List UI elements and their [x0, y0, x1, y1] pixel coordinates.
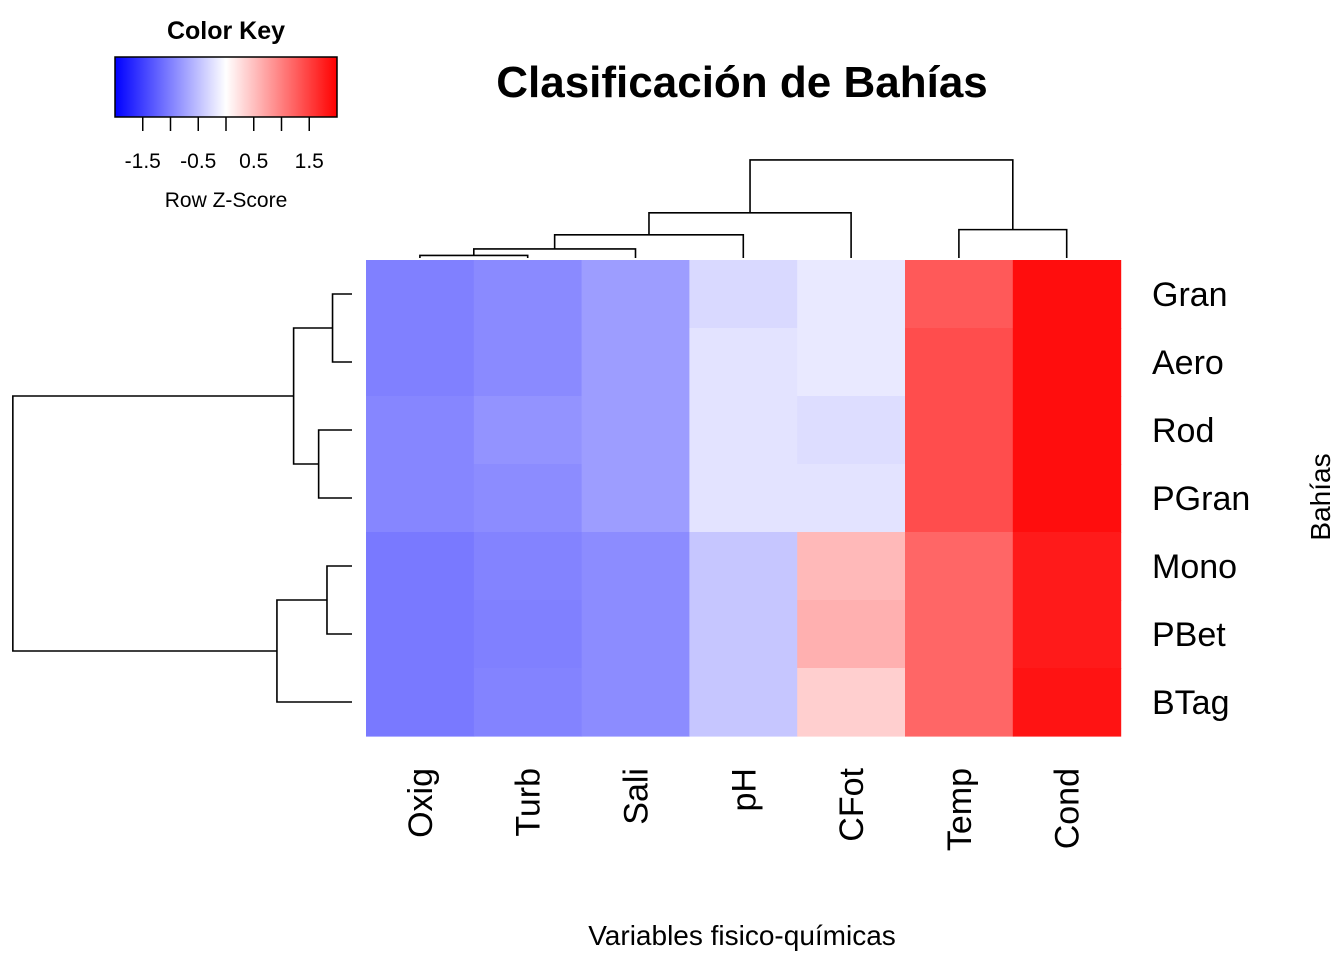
- dendrogram-branch: [317, 429, 352, 499]
- heatmap-cell: [581, 396, 690, 465]
- column-label: Oxig: [402, 768, 440, 838]
- dendrogram-branch: [553, 233, 745, 258]
- heatmap-cell: [366, 464, 475, 533]
- column-label: CFot: [833, 767, 871, 841]
- heatmap-cell: [689, 464, 798, 533]
- heatmap-cell: [366, 396, 475, 465]
- row-label: Mono: [1152, 548, 1237, 586]
- heatmap-cell: [797, 600, 906, 669]
- heatmap-cell: [581, 328, 690, 397]
- heatmap-cell: [905, 464, 1014, 533]
- heatmap-cell: [366, 668, 475, 737]
- heatmap-cell: [797, 532, 906, 601]
- color-key: Color Key -1.5 -0.5 0.5 1.5 Row Z-Score: [114, 17, 338, 212]
- heatmap-cell: [1012, 396, 1122, 465]
- heatmap-cell: [689, 600, 798, 669]
- column-label: pH: [725, 768, 763, 811]
- heatmap-cell: [1012, 260, 1122, 329]
- heatmap-cell: [797, 396, 906, 465]
- row-dendrogram: [12, 293, 352, 703]
- dendrogram-branch: [326, 565, 352, 635]
- heatmap-cell: [1012, 668, 1122, 737]
- dendrogram-branch: [331, 293, 352, 363]
- row-label: BTag: [1152, 684, 1230, 722]
- color-key-ticks: -1.5 -0.5 0.5 1.5: [125, 117, 324, 173]
- heatmap-cell: [905, 396, 1014, 465]
- heatmap-cell: [1012, 600, 1122, 669]
- heatmap-cell: [905, 260, 1014, 329]
- x-axis-label: Variables fisico-químicas: [588, 920, 896, 951]
- heatmap-cell: [797, 668, 906, 737]
- heatmap-cell: [797, 464, 906, 533]
- heatmap-cell: [473, 464, 583, 533]
- heatmap-cell: [366, 328, 475, 397]
- heatmap-cell: [366, 260, 475, 329]
- heatmap-cell: [1012, 532, 1122, 601]
- heatmap-cells: [366, 260, 1122, 737]
- heatmap-cell: [473, 260, 583, 329]
- row-label: Rod: [1152, 412, 1214, 450]
- dendrogram-branch: [276, 599, 352, 703]
- heatmap-cell: [689, 532, 798, 601]
- heatmap-cell: [581, 532, 690, 601]
- heatmap-cell: [905, 328, 1014, 397]
- heatmap-cell: [905, 532, 1014, 601]
- heatmap-cell: [473, 668, 583, 737]
- dendrogram-branch: [958, 228, 1068, 258]
- column-dendrogram: [419, 159, 1068, 258]
- heatmap-cell: [689, 396, 798, 465]
- dendrogram-branch: [292, 327, 333, 465]
- heatmap-cell: [473, 328, 583, 397]
- color-key-tick-label: 1.5: [295, 150, 324, 173]
- heatmap-cell: [581, 260, 690, 329]
- color-key-sublabel: Row Z-Score: [165, 189, 288, 212]
- dendrogram-branch: [473, 248, 637, 258]
- y-axis-label: Bahías: [1305, 453, 1336, 540]
- heatmap-cell: [1012, 464, 1122, 533]
- column-label: Turb: [510, 768, 548, 837]
- chart-title: Clasificación de Bahías: [496, 58, 988, 107]
- color-key-tick-label: -1.5: [125, 150, 161, 173]
- heatmap-cell: [689, 328, 798, 397]
- heatmap-cell: [797, 260, 906, 329]
- color-key-title: Color Key: [167, 17, 285, 45]
- heatmap-cell: [689, 260, 798, 329]
- column-labels: Oxig Turb Sali pH CFot Temp Cond: [402, 767, 1087, 851]
- heatmap-cell: [366, 600, 475, 669]
- row-label: PBet: [1152, 616, 1226, 654]
- heatmap-cell: [1012, 328, 1122, 397]
- column-label: Sali: [618, 768, 656, 825]
- heatmap-cell: [797, 328, 906, 397]
- color-key-tick-label: 0.5: [239, 150, 268, 173]
- column-label: Cond: [1049, 768, 1087, 849]
- dendrogram-branch: [749, 159, 1014, 230]
- column-label: Temp: [941, 768, 979, 851]
- heatmap-cell: [473, 600, 583, 669]
- dendrogram-branch: [12, 395, 294, 652]
- color-key-tick-label: -0.5: [180, 150, 216, 173]
- row-labels: Gran Aero Rod PGran Mono PBet BTag: [1152, 276, 1250, 722]
- color-key-bar: [114, 56, 338, 118]
- heatmap-cell: [905, 668, 1014, 737]
- dendrogram-branch: [419, 254, 529, 258]
- row-label: PGran: [1152, 480, 1250, 518]
- heatmap-cell: [473, 396, 583, 465]
- heatmap-cell: [366, 532, 475, 601]
- row-label: Aero: [1152, 344, 1224, 382]
- heatmap-cell: [581, 600, 690, 669]
- heatmap-cell: [581, 668, 690, 737]
- row-label: Gran: [1152, 276, 1228, 314]
- heatmap-cell: [473, 532, 583, 601]
- heatmap-cell: [581, 464, 690, 533]
- heatmap-cell: [689, 668, 798, 737]
- heatmap-cell: [905, 600, 1014, 669]
